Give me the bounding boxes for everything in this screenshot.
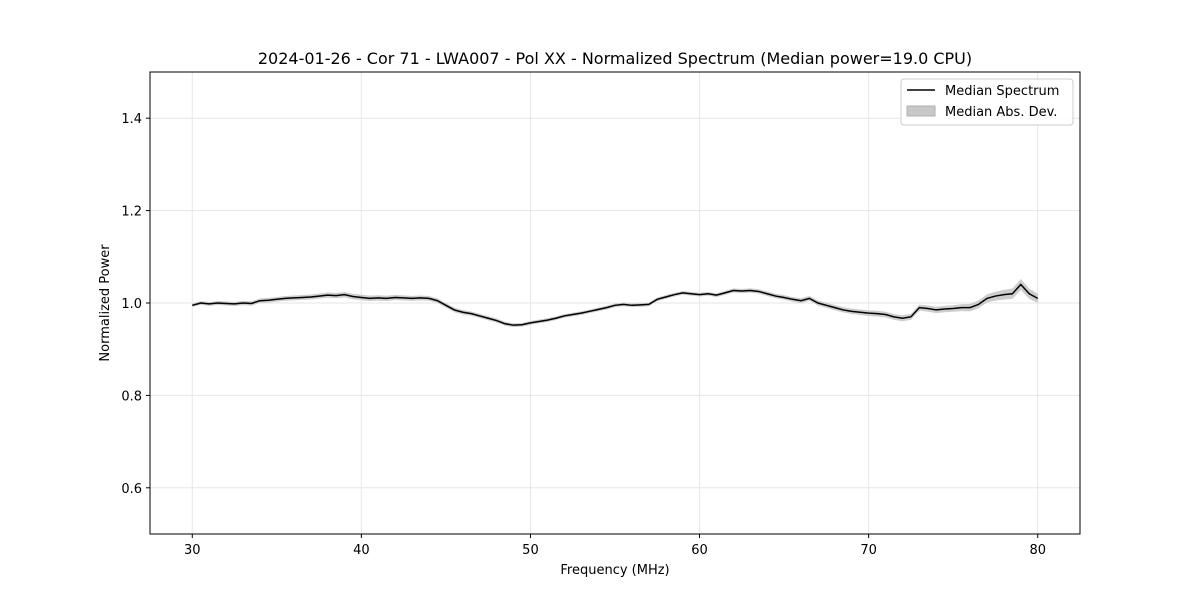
y-axis-label: Normalized Power (98, 244, 113, 362)
x-tick-label: 30 (184, 543, 201, 558)
y-tick-label: 0.6 (121, 482, 142, 497)
x-tick-label: 50 (522, 543, 539, 558)
x-axis-label: Frequency (MHz) (560, 563, 669, 578)
x-tick-label: 70 (860, 543, 877, 558)
legend-entry-median-spectrum: Median Spectrum (945, 84, 1059, 99)
legend: Median Spectrum Median Abs. Dev. (900, 78, 1074, 126)
x-tick-label: 40 (353, 543, 370, 558)
y-tick-label: 1.2 (121, 205, 142, 220)
chart-title: 2024-01-26 - Cor 71 - LWA007 - Pol XX - … (258, 49, 972, 68)
y-axis-ticks: 0.6 0.8 1.0 1.2 1.4 (121, 112, 150, 497)
y-tick-label: 0.8 (121, 389, 142, 404)
legend-band-swatch (906, 105, 936, 117)
y-tick-label: 1.0 (121, 297, 142, 312)
x-axis-ticks: 30 40 50 60 70 80 (184, 534, 1046, 558)
legend-box (900, 78, 1074, 126)
grid-lines (150, 72, 1080, 534)
median-spectrum-line (192, 283, 1039, 326)
x-tick-label: 80 (1029, 543, 1046, 558)
legend-entry-median-abs-dev: Median Abs. Dev. (945, 105, 1057, 120)
y-tick-label: 1.4 (121, 112, 142, 127)
x-tick-label: 60 (691, 543, 708, 558)
